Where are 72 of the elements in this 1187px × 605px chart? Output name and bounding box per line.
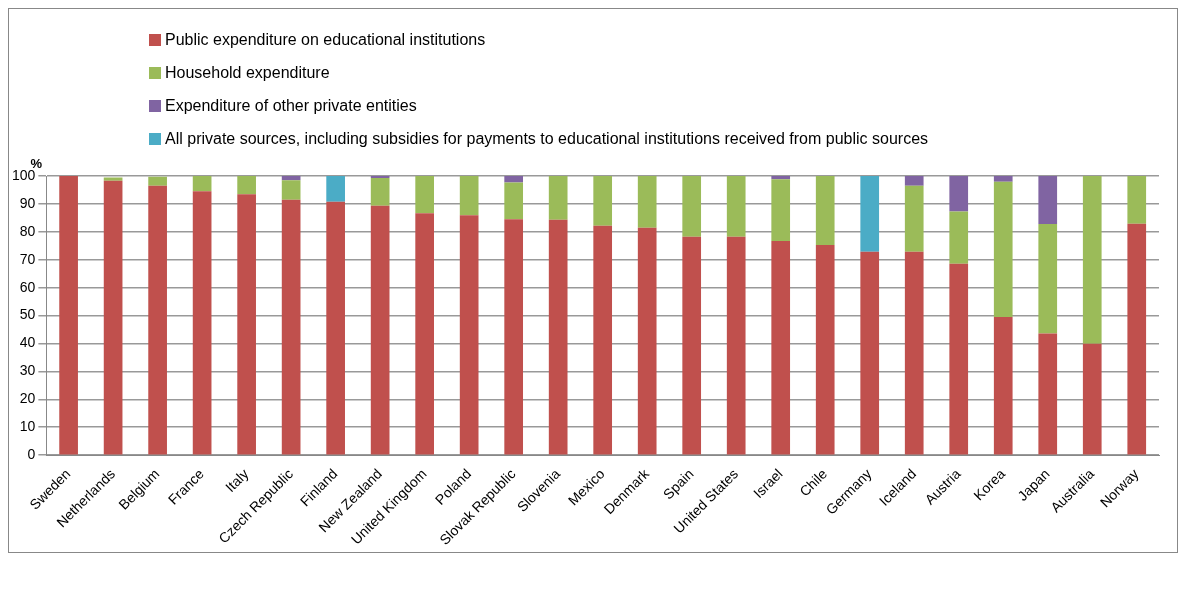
bar <box>904 176 924 186</box>
bar <box>192 191 212 455</box>
y-tick-label: 90 <box>19 194 36 211</box>
y-tick-label: 20 <box>19 390 36 407</box>
bar <box>415 213 434 455</box>
bar <box>1038 176 1058 225</box>
bar <box>237 176 256 195</box>
bar <box>993 176 1013 182</box>
bar <box>192 176 212 192</box>
y-tick-label: 10 <box>19 418 36 435</box>
bar <box>771 179 791 242</box>
y-tick-label: 50 <box>19 306 36 323</box>
bar <box>1127 176 1147 224</box>
bar <box>148 185 167 455</box>
bar <box>771 241 791 455</box>
bar <box>370 205 390 455</box>
bar <box>771 176 791 180</box>
bar <box>326 176 345 202</box>
bar <box>637 176 657 228</box>
bar <box>103 177 123 181</box>
bar <box>103 180 123 455</box>
bar <box>1082 176 1102 344</box>
bar <box>1127 223 1147 455</box>
bar <box>548 176 568 220</box>
bar <box>904 251 924 455</box>
bar <box>949 263 969 455</box>
y-tick-label: 40 <box>19 334 36 351</box>
bar <box>504 176 524 183</box>
y-tick-label: 60 <box>19 278 36 295</box>
bar <box>504 219 524 455</box>
bar <box>682 236 702 455</box>
bar <box>548 219 568 455</box>
bar <box>281 176 301 181</box>
bar <box>726 176 746 237</box>
y-tick-label: 0 <box>27 446 36 462</box>
bar <box>1038 224 1058 334</box>
bar <box>504 182 524 220</box>
y-axis-title: % <box>30 156 43 171</box>
bar <box>1038 333 1058 455</box>
bar <box>59 176 78 455</box>
bar <box>993 316 1013 455</box>
y-tick-label: 80 <box>19 222 36 239</box>
bar <box>1082 343 1102 455</box>
legend-label: Public expenditure on educational institutions <box>165 31 486 49</box>
bar <box>815 176 835 245</box>
bar <box>237 194 256 455</box>
bar <box>993 181 1013 317</box>
bar <box>949 176 969 212</box>
bar <box>593 176 613 226</box>
bar <box>860 176 880 252</box>
bar <box>949 211 969 264</box>
bar <box>281 199 301 455</box>
legend-label: All private sources, including subsidies for payments to educational institutions received from public sources <box>165 130 929 148</box>
bar <box>682 176 702 237</box>
bar <box>904 185 924 252</box>
bar <box>459 176 479 216</box>
bar <box>726 236 746 455</box>
y-tick-label: 30 <box>19 362 36 379</box>
bar <box>415 176 434 214</box>
bar <box>148 176 167 186</box>
bar <box>281 180 301 200</box>
legend-label: Expenditure of other private entities <box>165 97 417 115</box>
bar <box>815 244 835 455</box>
bar <box>860 251 880 455</box>
bar <box>326 201 345 455</box>
x-tick-label: Italy <box>222 465 252 496</box>
y-tick-label: 70 <box>19 250 36 267</box>
bar <box>593 225 613 455</box>
bar <box>637 227 657 455</box>
bar <box>370 177 390 206</box>
bar <box>459 215 479 455</box>
legend-label: Household expenditure <box>165 64 330 82</box>
